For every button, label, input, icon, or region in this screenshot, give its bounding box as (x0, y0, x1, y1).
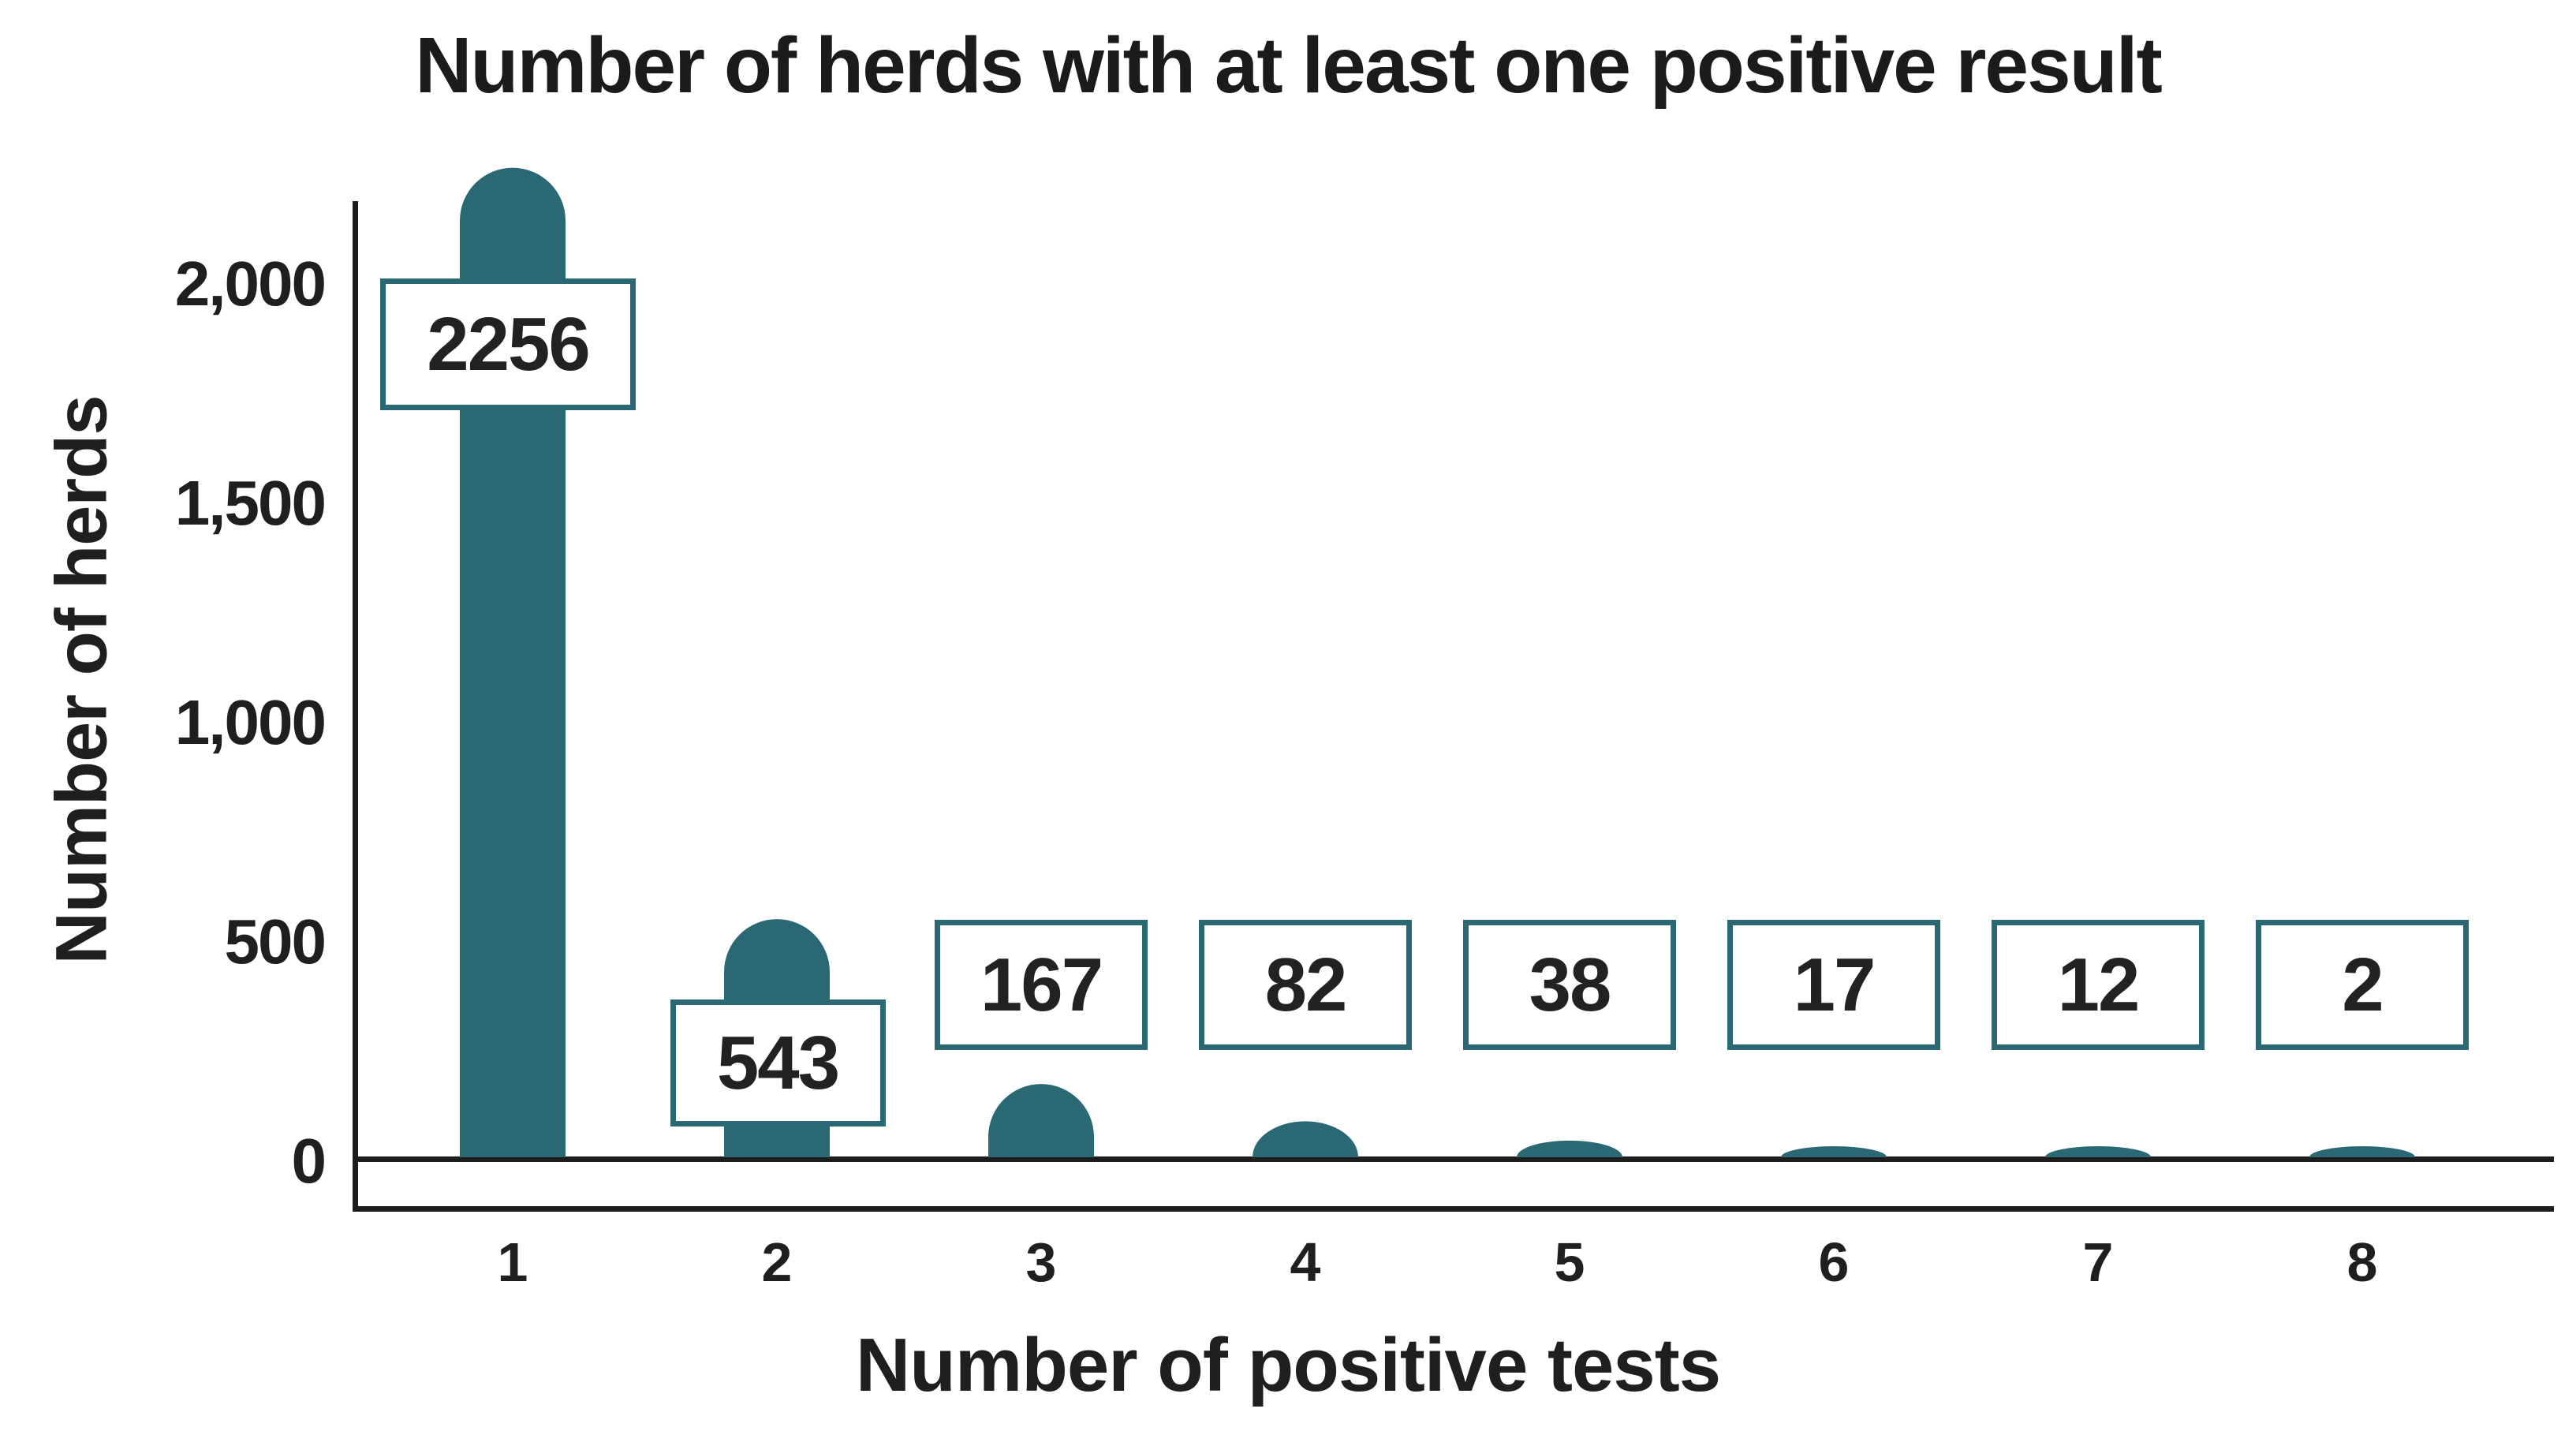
x-axis-title: Number of positive tests (855, 1323, 1721, 1407)
data-label-box-category-6: 17 (1727, 920, 1940, 1050)
x-tick-label: 1 (497, 1231, 528, 1293)
data-label-box-category-2: 543 (670, 999, 886, 1126)
data-label-box-category-4: 82 (1199, 920, 1412, 1050)
x-tick-label: 2 (761, 1231, 793, 1293)
x-tick-label: 5 (1554, 1231, 1585, 1293)
y-tick-label: 500 (224, 906, 327, 977)
x-tick-label: 7 (2082, 1231, 2114, 1293)
x-tick-label: 8 (2346, 1231, 2378, 1293)
bar-category-1 (460, 167, 566, 1158)
plot-bottom-frame-line (353, 1206, 2554, 1212)
x-tick-label: 6 (1818, 1231, 1850, 1293)
y-tick-label: 1,000 (174, 687, 327, 757)
data-label-box-category-1: 2256 (380, 278, 636, 410)
y-tick-label: 0 (291, 1126, 327, 1196)
y-axis-line (353, 201, 358, 1212)
bar-category-3 (988, 1084, 1094, 1157)
x-tick-label: 4 (1290, 1231, 1321, 1293)
data-label-box-category-8: 2 (2256, 920, 2469, 1050)
bar-category-7 (2045, 1146, 2151, 1157)
x-tick-label: 3 (1025, 1231, 1057, 1293)
y-tick-label: 1,500 (174, 468, 327, 538)
x-axis-baseline (353, 1156, 2554, 1162)
data-label-box-category-7: 12 (1992, 920, 2205, 1050)
data-label-box-category-5: 38 (1463, 920, 1676, 1050)
y-tick-label: 2,000 (174, 248, 327, 319)
bar-category-8 (2309, 1146, 2415, 1157)
chart-title: Number of herds with at least one positi… (415, 21, 2163, 110)
bar-category-4 (1253, 1121, 1358, 1157)
bar-category-6 (1781, 1146, 1887, 1157)
bar-category-5 (1517, 1140, 1622, 1157)
data-label-box-category-3: 167 (935, 920, 1148, 1050)
